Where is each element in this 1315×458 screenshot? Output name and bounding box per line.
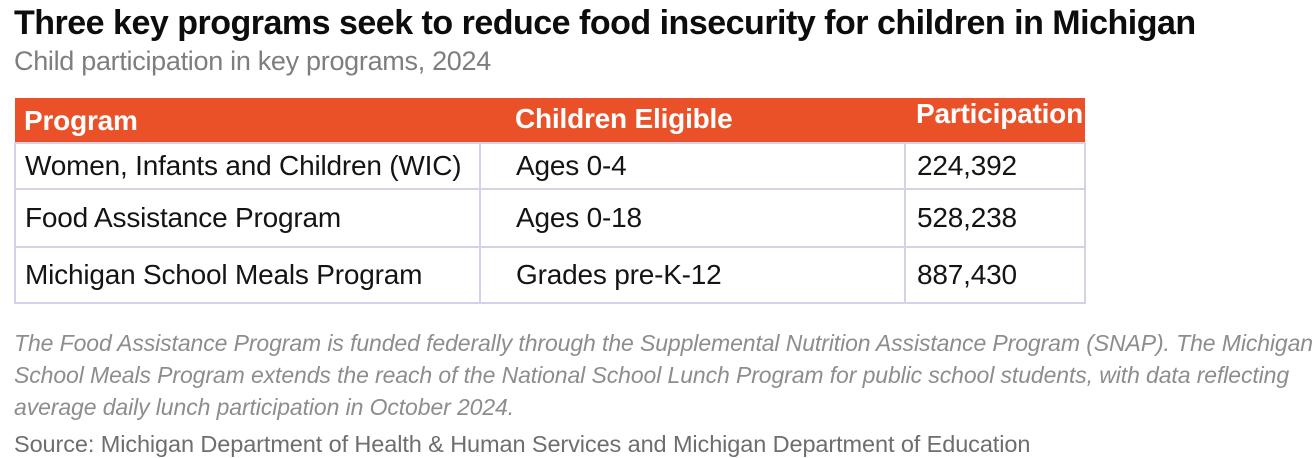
table-header-row: Program Children Eligible Participation	[15, 98, 1085, 143]
cell-children-eligible: Grades pre-K-12	[479, 246, 906, 304]
cell-program: Michigan School Meals Program	[14, 246, 481, 304]
footnote-line-1: The Food Assistance Program is funded fe…	[14, 330, 1314, 356]
figure-subtitle: Child participation in key programs, 202…	[14, 46, 491, 76]
cell-participation: 224,392	[904, 142, 1086, 190]
footnote-line-2: School Meals Program extends the reach o…	[14, 362, 1290, 388]
cell-program: Food Assistance Program	[14, 188, 481, 248]
cell-participation: 887,430	[904, 246, 1086, 304]
cell-participation: 528,238	[904, 188, 1086, 248]
cell-program: Women, Infants and Children (WIC)	[14, 142, 481, 190]
column-header-participation: Participation	[905, 98, 1085, 143]
column-header-participation-label: Participation	[916, 98, 1083, 129]
column-header-children-eligible-label: Children Eligible	[515, 103, 733, 134]
footnote-line-3: average daily lunch participation in Oct…	[14, 394, 515, 420]
column-header-program-label: Program	[24, 105, 138, 136]
cell-children-eligible: Ages 0-4	[479, 142, 906, 190]
column-header-program: Program	[15, 98, 480, 143]
programs-table: Program Children Eligible Participation …	[14, 98, 1086, 304]
footnote: The Food Assistance Program is funded fe…	[14, 327, 1315, 423]
table-row-wic: Women, Infants and Children (WIC) Ages 0…	[14, 142, 1086, 190]
cell-children-eligible: Ages 0-18	[479, 188, 906, 248]
source-line: Source: Michigan Department of Health & …	[14, 431, 1031, 457]
table-row-school-meals: Michigan School Meals Program Grades pre…	[14, 246, 1086, 304]
table-row-food-assistance: Food Assistance Program Ages 0-18 528,23…	[14, 188, 1086, 248]
figure-title: Three key programs seek to reduce food i…	[14, 4, 1196, 42]
column-header-children-eligible: Children Eligible	[480, 98, 905, 143]
